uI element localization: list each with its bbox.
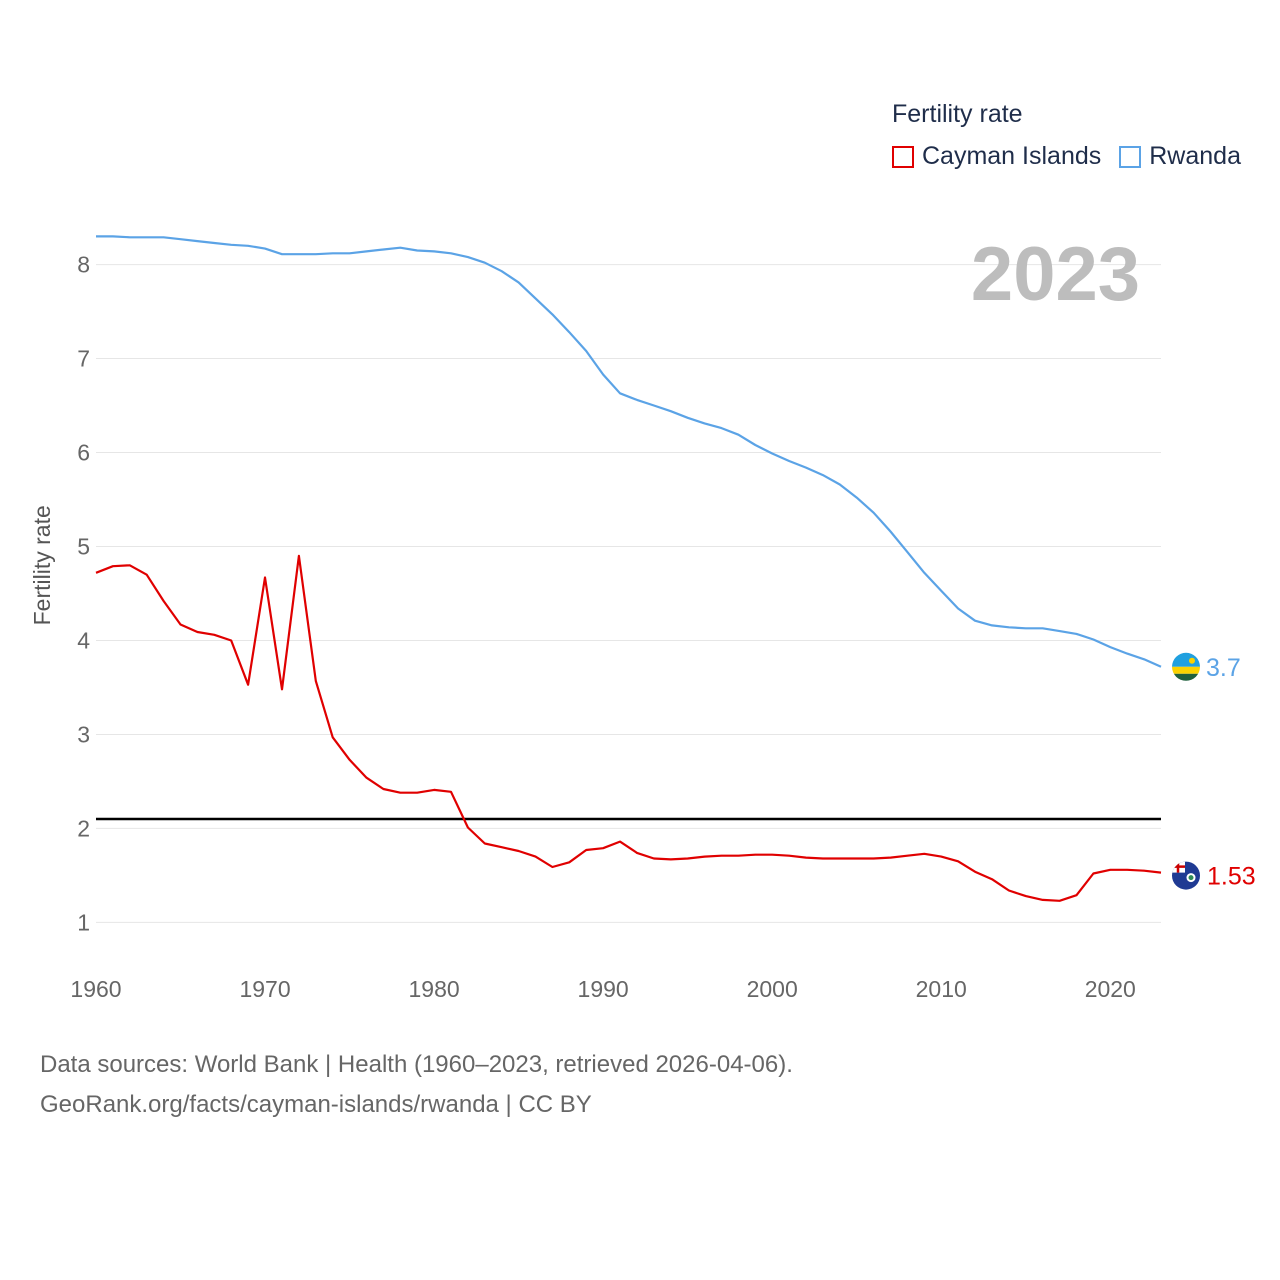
footer: Data sources: World Bank | Health (1960–…: [40, 1045, 793, 1125]
rwanda-flag-icon: [1172, 652, 1200, 681]
x-tick-label-1960: 1960: [70, 976, 121, 1002]
legend-swatch-cayman-islands: [892, 145, 914, 168]
legend-swatch-rwanda: [1119, 145, 1142, 168]
fertility-rate-chart: 1 2 3 4 5 6 7 8 1960 1970 1980 1990 2000 2010 2020 Fert…: [29, 232, 1256, 1002]
series-line-rwanda: [96, 235, 1162, 668]
data-sources-text: Data sources: World Bank | Health (1960–…: [40, 1051, 793, 1078]
x-tick-label-1980: 1980: [409, 976, 460, 1002]
y-tick-label-5: 5: [77, 534, 90, 560]
x-tick-label-1990: 1990: [578, 976, 629, 1002]
y-tick-label-2: 2: [77, 815, 90, 841]
y-tick-label-1: 1: [77, 909, 90, 935]
legend-label-cayman-islands: Cayman Islands: [922, 142, 1102, 170]
cayman-flag-icon: [1172, 861, 1200, 890]
legend: Cayman Islands Rwanda: [892, 142, 1259, 171]
y-tick-label-4: 4: [77, 627, 90, 653]
year-label: 2023: [971, 232, 1140, 317]
y-tick-label-7: 7: [77, 346, 90, 372]
y-tick-label-3: 3: [77, 721, 90, 747]
y-tick-label-6: 6: [77, 440, 90, 466]
legend-title: Fertility rate: [892, 100, 1023, 128]
y-axis-label: Fertility rate: [29, 505, 55, 625]
series-line-cayman-islands: [95, 554, 1162, 902]
legend-item-rwanda[interactable]: Rwanda: [1119, 142, 1241, 171]
legend-item-cayman-islands[interactable]: Cayman Islands: [892, 142, 1101, 171]
x-tick-label-2020: 2020: [1085, 976, 1136, 1002]
legend-label-rwanda: Rwanda: [1149, 142, 1241, 170]
end-value-label-rwanda: 3.7: [1206, 654, 1241, 682]
x-tick-label-2010: 2010: [916, 976, 967, 1002]
y-tick-label-8: 8: [77, 252, 90, 278]
x-tick-label-2000: 2000: [747, 976, 798, 1002]
credit-link[interactable]: GeoRank.org/facts/cayman-islands/rwanda …: [40, 1091, 592, 1118]
x-tick-label-1970: 1970: [239, 976, 290, 1002]
end-value-label-cayman-islands: 1.53: [1207, 863, 1256, 891]
